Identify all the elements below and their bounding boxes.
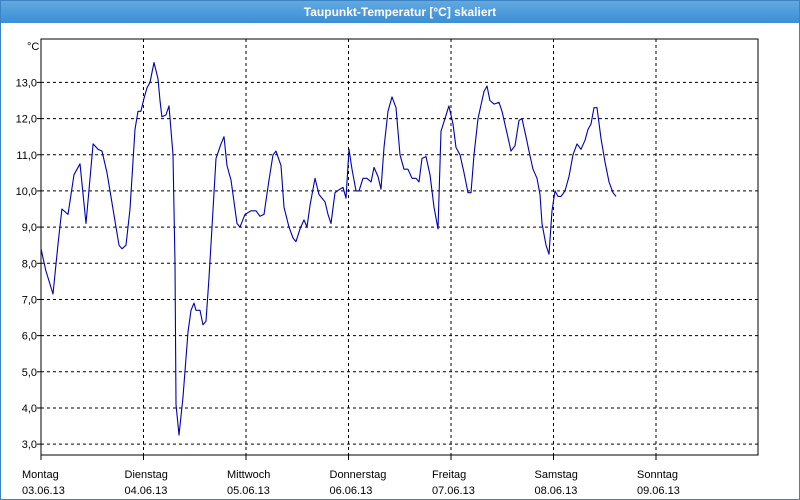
y-tick-label: 9,0 (22, 222, 37, 234)
y-tick-label: 6,0 (22, 331, 37, 343)
x-tick-label-day: Mittwoch (227, 469, 270, 481)
x-tick-label-date: 05.06.13 (227, 485, 270, 497)
series-line (40, 61, 617, 436)
x-tick-label-day: Donnerstag (330, 469, 387, 481)
plot-border (40, 38, 759, 456)
y-tick-label: 13,0 (16, 77, 37, 89)
y-tick-label: 12,0 (16, 114, 37, 126)
x-tick-label-date: 06.06.13 (330, 485, 373, 497)
x-tick-label-day: Sonntag (637, 469, 678, 481)
y-tick-label: 11,0 (16, 150, 37, 162)
y-tick-label: 10,0 (16, 186, 37, 198)
line-chart: 3,04,05,06,07,08,09,010,011,012,013,0°C … (16, 38, 759, 497)
x-tick-label-date: 09.06.13 (637, 485, 680, 497)
x-tick-label-date: 03.06.13 (22, 485, 65, 497)
y-tick-label: 5,0 (22, 367, 37, 379)
plot-area (41, 39, 758, 455)
x-tick-label-date: 07.06.13 (432, 485, 475, 497)
y-axis-unit: °C (27, 41, 39, 53)
y-tick-label: 3,0 (22, 439, 37, 451)
x-tick-label-day: Freitag (432, 469, 466, 481)
x-tick-label-day: Samstag (535, 469, 578, 481)
x-tick-label-date: 04.06.13 (125, 485, 168, 497)
y-tick-label: 4,0 (22, 403, 37, 415)
x-tick-label-date: 08.06.13 (535, 485, 578, 497)
y-tick-label: 7,0 (22, 294, 37, 306)
y-tick-label: 8,0 (22, 258, 37, 270)
x-tick-label-day: Dienstag (125, 469, 168, 481)
x-tick-label-day: Montag (22, 469, 59, 481)
window-title: Taupunkt-Temperatur [°C] skaliert (1, 1, 799, 23)
